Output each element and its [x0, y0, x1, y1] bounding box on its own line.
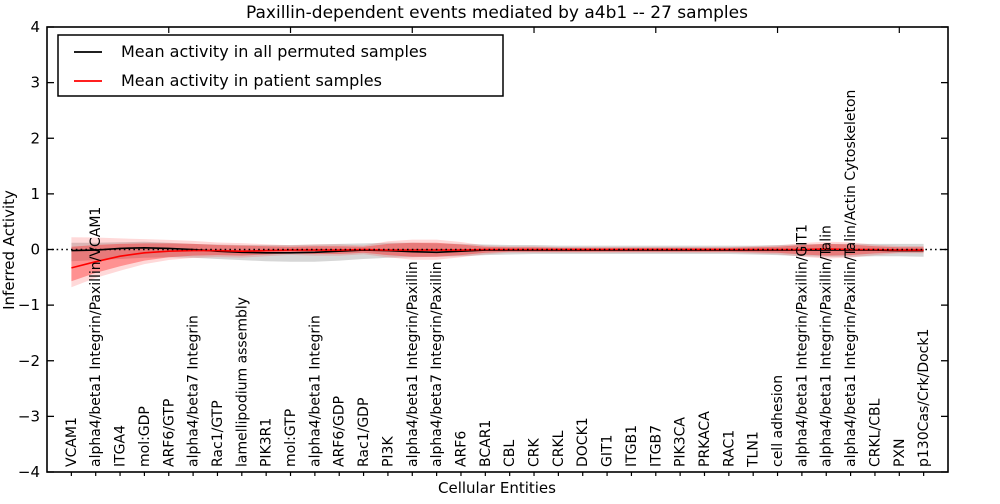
x-tick-label: ARF6	[453, 431, 469, 467]
y-tick-label: 2	[30, 129, 40, 147]
x-tick-label: alpha4/beta1 Integrin/Paxillin/VCAM1	[88, 207, 104, 467]
y-tick-label: 1	[30, 185, 40, 203]
x-tick-label: CBL	[502, 440, 518, 467]
x-tick-label: RAC1	[721, 430, 737, 467]
x-tick-label: DOCK1	[575, 417, 591, 467]
plot-area: 4 3 2 1 0 −1 −2 −3 −4 VCAM1 alpha4/beta1 Integrin/…	[18, 18, 948, 481]
x-axis-label: Cellular Entities	[438, 479, 556, 497]
x-tick-label: PXN	[892, 438, 908, 467]
x-tick-label: ITGB1	[624, 425, 640, 467]
x-tick-label: PIK3R1	[259, 418, 275, 467]
x-tick-label: Rac1/GDP	[356, 398, 372, 467]
x-tick-label: mol:GTP	[283, 409, 299, 467]
x-tick-label: alpha4/beta1 Integrin/Paxillin/Talin	[819, 225, 835, 467]
x-tick-label: CRK	[527, 437, 543, 467]
x-tick-label: alpha4/beta7 Integrin/Paxillin	[429, 261, 445, 467]
y-tick-label: 4	[30, 18, 40, 36]
x-tick-label: lamellipodium assembly	[234, 297, 250, 467]
y-axis-label: Inferred Activity	[0, 190, 18, 310]
legend-label-permuted: Mean activity in all permuted samples	[121, 42, 427, 61]
y-tick-label: −1	[18, 296, 40, 314]
x-tick-label: VCAM1	[64, 417, 80, 467]
x-tick-label: alpha4/beta1 Integrin/Paxillin/GIT1	[794, 224, 810, 467]
x-tick-label: alpha4/beta7 Integrin	[186, 315, 202, 467]
legend-box	[57, 34, 504, 97]
x-tick-label: ARF6/GDP	[332, 396, 348, 467]
x-tick-label: alpha4/beta1 Integrin/Paxillin	[405, 261, 421, 467]
y-tick-label: −2	[18, 352, 40, 370]
x-tick-label: mol:GDP	[137, 406, 153, 467]
x-tick-label: GIT1	[600, 435, 616, 467]
x-tick-label: Rac1/GTP	[210, 400, 226, 467]
x-tick-label: PIK3CA	[673, 417, 689, 467]
y-tick-label: 0	[30, 241, 40, 259]
legend-label-patient: Mean activity in patient samples	[121, 71, 382, 90]
x-tick-label: alpha4/beta1 Integrin	[307, 315, 323, 467]
x-tick-label: ARF6/GTP	[161, 399, 177, 467]
y-tick-label: −4	[18, 463, 40, 481]
x-tick-label: TLN1	[746, 431, 762, 468]
x-tick-label: PI3K	[380, 436, 396, 467]
x-tick-label: CRKL/CBL	[867, 398, 883, 467]
plot-frame	[46, 26, 949, 473]
x-tick-label: ITGB7	[648, 425, 664, 467]
y-tick-label: 3	[30, 74, 40, 92]
x-tick-label: ITGA4	[113, 425, 129, 467]
x-tick-label: p130Cas/Crk/Dock1	[916, 329, 932, 467]
chart-title: Paxillin-dependent events mediated by a4…	[246, 3, 748, 23]
x-tick-label: CRKL	[551, 430, 567, 467]
permuted-std-band	[71, 241, 924, 262]
x-tick-label: cell adhesion	[770, 375, 786, 467]
x-tick-label: alpha4/beta1 Integrin/Paxillin/Talin/Act…	[843, 90, 859, 467]
x-tick-label: BCAR1	[478, 420, 494, 467]
legend: Mean activity in all permuted samples Me…	[57, 34, 504, 97]
x-tick-label: PRKACA	[697, 411, 713, 467]
y-tick-label: −3	[18, 407, 40, 425]
